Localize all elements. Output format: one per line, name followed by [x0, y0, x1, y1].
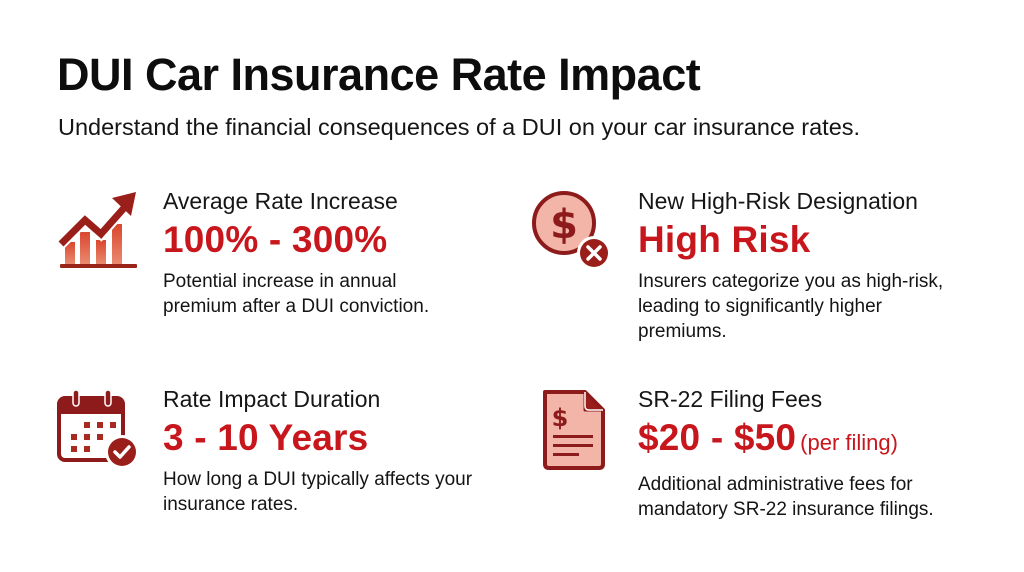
card-value: 3 - 10 Years: [163, 415, 473, 461]
dollar-document-icon: $: [527, 384, 617, 474]
card-description: Additional administrative fees for manda…: [638, 474, 934, 520]
page-title: DUI Car Insurance Rate Impact: [57, 49, 701, 100]
card-value: High Risk: [638, 217, 968, 263]
trending-up-chart-icon: [52, 186, 142, 276]
value-text: 3 - 10 Years: [163, 417, 369, 458]
value-text: 100% - 300%: [163, 219, 388, 260]
card-label: New High-Risk Designation: [638, 188, 918, 214]
calendar-check-icon: [52, 384, 142, 474]
value-text: High Risk: [638, 219, 811, 260]
svg-text:$: $: [552, 404, 569, 432]
value-text: $20 - $50: [638, 417, 797, 458]
card-label: Average Rate Increase: [163, 188, 398, 214]
card-label: Rate Impact Duration: [163, 386, 381, 412]
dollar-coin-x-icon: $: [527, 186, 617, 276]
svg-text:$: $: [550, 202, 578, 248]
card-description: How long a DUI typically affects your in…: [163, 469, 473, 515]
card-description: Insurers categorize you as high-risk, le…: [638, 271, 944, 342]
value-unit: (per filing): [800, 430, 898, 455]
card-description: Potential increase in annual premium aft…: [163, 271, 430, 317]
page-subtitle: Understand the financial consequences of…: [58, 114, 861, 140]
card-value: 100% - 300%: [163, 217, 453, 263]
card-label: SR-22 Filing Fees: [638, 386, 823, 412]
card-value: $20 - $50 (per filing): [638, 415, 978, 466]
